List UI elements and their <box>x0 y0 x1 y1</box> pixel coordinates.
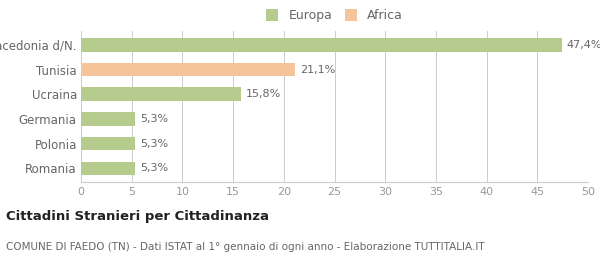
Bar <box>81 161 135 175</box>
Text: 15,8%: 15,8% <box>246 89 281 99</box>
Bar <box>81 38 562 52</box>
Bar <box>81 87 241 101</box>
Bar <box>81 63 295 76</box>
Text: 21,1%: 21,1% <box>300 64 335 75</box>
Text: 47,4%: 47,4% <box>567 40 600 50</box>
Text: COMUNE DI FAEDO (TN) - Dati ISTAT al 1° gennaio di ogni anno - Elaborazione TUTT: COMUNE DI FAEDO (TN) - Dati ISTAT al 1° … <box>6 242 485 252</box>
Text: Cittadini Stranieri per Cittadinanza: Cittadini Stranieri per Cittadinanza <box>6 210 269 223</box>
Bar <box>81 112 135 126</box>
Bar <box>81 137 135 151</box>
Text: 5,3%: 5,3% <box>140 163 168 173</box>
Text: 5,3%: 5,3% <box>140 114 168 124</box>
Legend: Europa, Africa: Europa, Africa <box>261 4 408 27</box>
Text: 5,3%: 5,3% <box>140 139 168 149</box>
